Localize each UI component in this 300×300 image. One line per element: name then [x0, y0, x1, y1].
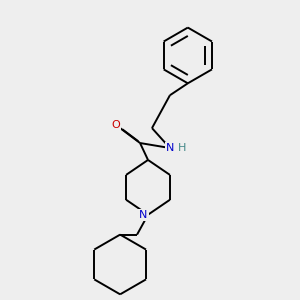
Text: O: O [111, 120, 120, 130]
Text: N: N [139, 210, 148, 220]
Text: H: H [178, 143, 186, 153]
Text: N: N [166, 143, 174, 153]
